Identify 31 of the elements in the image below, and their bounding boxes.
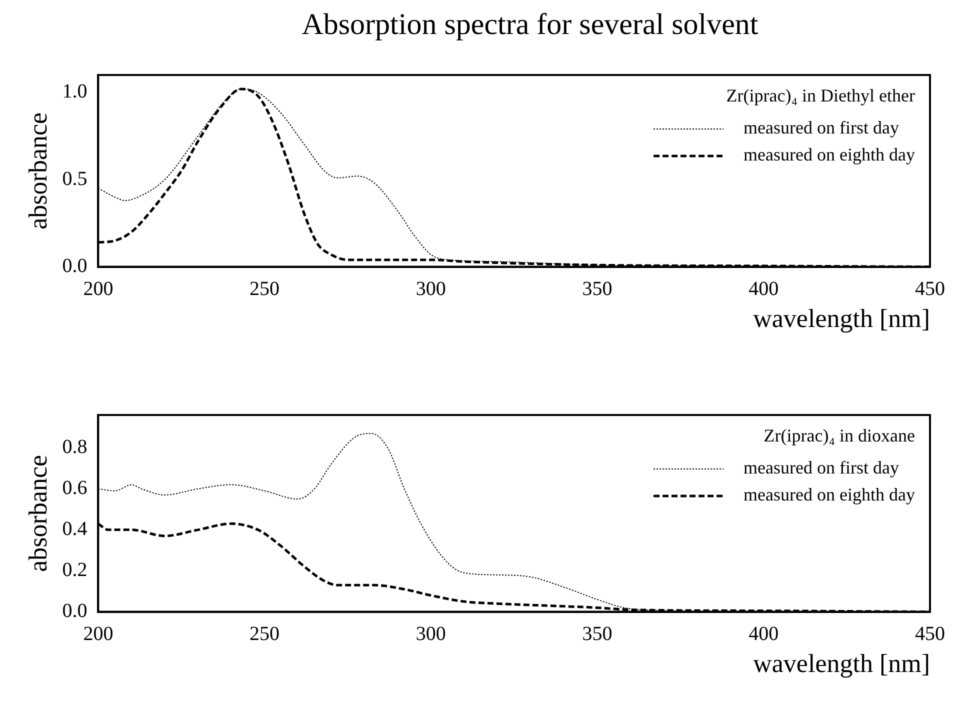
y-tick-label: 1.0 (62, 80, 88, 103)
x-tick-label: 200 (83, 623, 114, 646)
x-tick-label: 250 (250, 278, 280, 300)
legend-label: measured on first day (744, 118, 900, 138)
y-tick-label: 0.4 (62, 518, 88, 540)
y-tick-label: 0.5 (62, 168, 88, 190)
x-tick-label: 200 (83, 278, 114, 300)
x-tick-label: 400 (748, 278, 779, 300)
y-axis-title: absorbance (23, 112, 52, 230)
legend-title: Zr(iprac)₄ in Diethyl ether (726, 86, 915, 106)
legend-label: measured on eighth day (744, 484, 916, 505)
x-tick-label: 250 (250, 623, 280, 646)
x-tick-label: 450 (915, 278, 945, 300)
legend-label: measured on first day (744, 458, 900, 478)
x-tick-label: 350 (582, 623, 612, 646)
x-tick-label: 450 (915, 623, 945, 646)
x-axis-title: wavelength [nm] (753, 649, 930, 678)
x-tick-label: 300 (416, 623, 446, 646)
y-tick-label: 0.8 (62, 436, 88, 458)
y-tick-label: 0.0 (62, 600, 88, 622)
x-tick-label: 400 (748, 623, 779, 646)
legend-title: Zr(iprac)₄ in dioxane (764, 426, 915, 446)
legend-label: measured on eighth day (744, 144, 916, 165)
x-tick-label: 300 (416, 278, 446, 300)
x-tick-label: 350 (582, 278, 612, 300)
y-axis-title: absorbance (23, 454, 52, 572)
x-axis-title: wavelength [nm] (753, 304, 930, 334)
chart-title: Absorption spectra for several solvent (300, 8, 760, 42)
y-tick-label: 0.2 (62, 559, 88, 582)
y-tick-label: 0.0 (62, 255, 88, 278)
y-tick-label: 0.6 (62, 477, 88, 500)
